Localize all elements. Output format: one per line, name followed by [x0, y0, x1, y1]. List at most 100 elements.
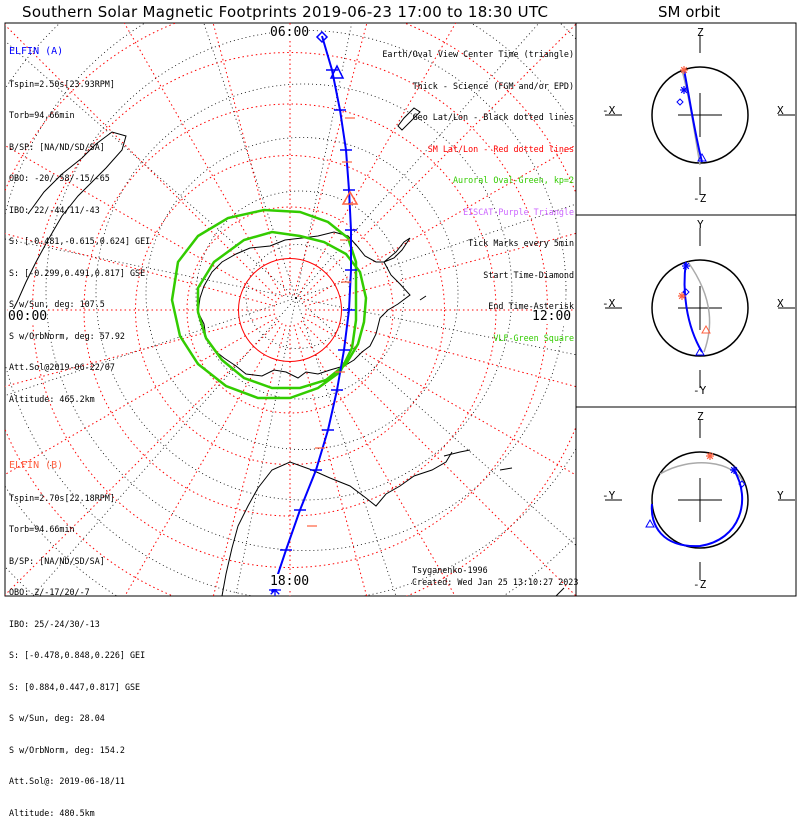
sm-meridian — [123, 23, 283, 297]
created-timestamp: Created: Wed Jan 25 13:10:27 2023 — [412, 577, 579, 587]
orbit2-orbit-b — [687, 261, 711, 353]
orbit2-right-label: X — [777, 297, 784, 310]
legend-item: Start Time-Diamond — [483, 269, 574, 280]
orbit3-start-diamond — [738, 480, 746, 488]
sm-meridian — [304, 232, 576, 307]
spacecraft-b-line: Att.Sol@: 2019-06-18/11 — [9, 776, 125, 786]
spacecraft-b-line: Tspin=2.70s[22.18RPM] — [9, 492, 115, 503]
orbit1-center-triangle — [697, 152, 707, 162]
orbit1-top-label: Z — [697, 26, 704, 39]
spacecraft-a-line: S: [-0.299,0.491,0.817] GSE — [9, 267, 146, 278]
orbit2-center-triangle-b — [701, 324, 711, 334]
legend-item: Earth/Oval View Center Time (triangle) — [382, 49, 574, 59]
track-a-center-triangle — [329, 64, 345, 79]
orbit3-top-label: Z — [697, 410, 704, 423]
track-a — [269, 30, 359, 596]
orbit1-left-label: -X — [602, 104, 616, 117]
orbit3-orbit-a — [650, 469, 744, 548]
geo-meridian — [295, 203, 576, 299]
spacecraft-a-line: Tspin=2.50s[23.93RPM] — [9, 78, 115, 89]
spacecraft-a-line: S: [-0.481,-0.615,0.624] GEI — [9, 236, 151, 246]
orbit2-bottom-label: -Y — [693, 384, 707, 397]
mlt-label-top: 06:00 — [270, 25, 310, 40]
orbit-title: SM orbit — [658, 3, 721, 21]
spacecraft-b-line: S: [-0.478,0.848,0.226] GEI — [9, 650, 146, 660]
spacecraft-b-block: ELFIN (B) Tspin=2.70s[22.18RPM] Torb=94.… — [9, 440, 145, 829]
spacecraft-a-line: IBO: 22/-44/11/-43 — [9, 204, 100, 215]
sm-meridian — [212, 23, 287, 296]
mlt-label-right: 12:00 — [532, 309, 572, 324]
spacecraft-a-block: ELFIN (A) Tspin=2.50s[23.93RPM] Torb=94.… — [9, 26, 150, 415]
legend-item: VLF-Green Square — [493, 332, 574, 343]
spacecraft-a-line: B/SP: [NA/ND/SD/SA] — [9, 141, 105, 152]
sm-meridian — [303, 317, 576, 476]
sm-latitude-ring — [83, 103, 497, 517]
spacecraft-b-line: S w/Sun, deg: 28.04 — [9, 713, 105, 723]
orbit2-orbit-a — [683, 261, 703, 353]
track-a-start-diamond — [315, 30, 329, 44]
spacecraft-a-line: Altitude: 465.2km — [9, 393, 95, 404]
orbit3-left-label: -Y — [602, 489, 616, 502]
orbit1-right-label: X — [777, 104, 784, 117]
mlt-label-bottom: 18:00 — [270, 574, 310, 589]
orbit1-start-diamond — [676, 98, 684, 106]
orbit1-orbit-a — [683, 69, 703, 163]
sm-latitude-ring — [186, 206, 394, 414]
spacecraft-a-name: ELFIN (A) — [9, 46, 64, 57]
orbit2-earth-circle — [651, 259, 749, 357]
geo-meridian — [32, 297, 297, 596]
sm-meridian — [303, 144, 576, 303]
orbit1-end-asterisk-b — [680, 66, 688, 74]
spacecraft-b-line: IBO: 25/-24/30/-13 — [9, 618, 100, 629]
sm-meridian — [5, 144, 277, 303]
spacecraft-b-line: S w/OrbNorm, deg: 154.2 — [9, 744, 125, 755]
geo-grid — [5, 23, 576, 596]
orbit3-right-label: Y — [777, 489, 784, 502]
geo-meridian — [295, 23, 540, 299]
sm-meridian — [297, 23, 457, 297]
orbit-panels — [575, 22, 797, 597]
orbit3-bottom-label: -Z — [693, 578, 707, 591]
legend-item: Tick Marks every 5min — [468, 238, 574, 248]
auroral-oval — [170, 208, 368, 400]
spacecraft-b-line: S: [0.884,0.447,0.817] GSE — [9, 681, 141, 692]
geo-meridian — [295, 297, 397, 596]
spacecraft-a-line: Att.Sol@2019-06-22/07 — [9, 362, 115, 372]
orbit3-earth-circle — [651, 451, 749, 549]
legend-item: End Time-Asterisk — [488, 301, 574, 311]
islands — [419, 295, 565, 596]
sm-meridian — [212, 324, 287, 596]
legend-item: Auroral Oval-Green, kp=2 — [452, 175, 574, 185]
geo-latitude-ring — [95, 83, 513, 501]
sm-meridian — [304, 313, 576, 388]
auroral-oval-equatorward — [170, 208, 358, 400]
legend-item: SM Lat/Lon - Red dotted lines — [427, 143, 574, 154]
sm-meridian — [124, 323, 283, 596]
legend-item: EISCAT-Purple Triangle — [463, 206, 574, 217]
legend-item: Thick - Science (FGM and/or EPD) — [412, 80, 574, 91]
sm-latitude-ring — [135, 155, 445, 465]
model-credit: Tsyganenko-1996 — [412, 565, 488, 575]
africa-coastline — [397, 107, 421, 131]
geo-meridian — [5, 40, 297, 299]
legend: Earth/Oval View Center Time (triangle) T… — [382, 28, 574, 354]
spacecraft-b-line: Altitude: 480.5km — [9, 807, 95, 818]
orbit2-top-label: Y — [697, 218, 704, 231]
mlt-label-left: 00:00 — [8, 309, 48, 324]
geo-latitude-ring — [145, 137, 459, 450]
track-b-center-triangle — [341, 190, 359, 205]
orbit2-start-diamond — [682, 288, 690, 296]
auroral-oval-poleward — [196, 230, 368, 390]
orbit1-orbit-b — [681, 69, 701, 166]
spacecraft-b-name: ELFIN (B) — [9, 460, 64, 471]
spacecraft-a-line: Torb=94.66min — [9, 110, 75, 120]
geo-latitude-ring — [195, 190, 405, 400]
sm-meridian — [5, 24, 280, 300]
sm-meridian — [5, 233, 276, 307]
spacecraft-b-line: Torb=94.66min — [9, 524, 75, 534]
orbit3-orbit-b — [659, 462, 745, 485]
australia-coastline — [11, 131, 127, 313]
geo-meridian — [295, 297, 576, 546]
orbit3-center-triangle — [645, 518, 655, 528]
spacecraft-a-line: S w/Sun, deg: 107.5 — [9, 299, 105, 309]
